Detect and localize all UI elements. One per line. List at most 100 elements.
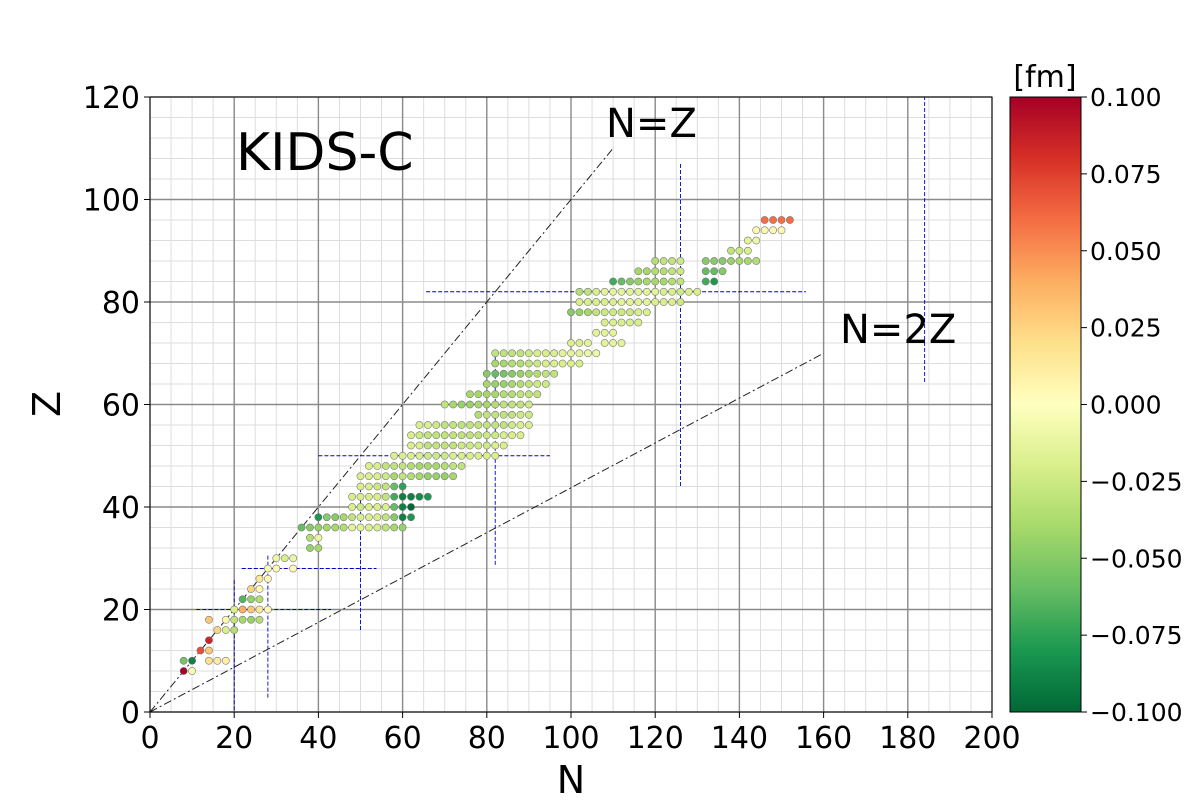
nucleus-point: [777, 216, 786, 224]
nucleus-point: [297, 523, 306, 532]
nucleus-point: [407, 451, 415, 460]
nucleus-point: [230, 605, 239, 614]
nucleus-point: [718, 267, 727, 276]
nucleus-point: [491, 390, 500, 399]
nucleus-point: [760, 226, 769, 235]
nucleus-point: [541, 369, 550, 378]
nucleus-point: [440, 462, 449, 470]
nucleus-point: [373, 482, 382, 491]
nucleus-point: [600, 318, 609, 327]
x-axis-ticks: 0 20 40 60 80 100 120 140 160 180 200: [140, 712, 1021, 756]
nucleus-point: [255, 605, 264, 614]
nucleus-point: [272, 564, 281, 573]
nucleus-point: [373, 462, 382, 470]
nucleus-point: [575, 298, 584, 306]
nucleus-point: [516, 369, 525, 378]
nucleus-point: [626, 287, 634, 296]
nucleus-point: [432, 421, 441, 429]
nucleus-point: [423, 472, 432, 481]
nucleus-point: [255, 574, 264, 583]
nucleus-point: [592, 298, 601, 306]
nucleus-point: [381, 482, 390, 491]
nucleus-point: [247, 585, 255, 593]
nucleus-point: [710, 257, 719, 265]
nucleus-point: [575, 308, 584, 317]
nucleus-point: [617, 277, 626, 286]
nucleus-point: [508, 400, 516, 409]
nucleus-point: [466, 441, 474, 450]
nucleus-point: [407, 441, 415, 450]
nucleus-point: [381, 462, 390, 470]
nucleus-point: [449, 441, 458, 450]
y-tick-label: 120: [83, 81, 140, 116]
nucleus-point: [474, 451, 483, 460]
nucleus-point: [457, 441, 466, 450]
nucleus-point: [769, 216, 777, 224]
nucleus-point: [238, 605, 247, 614]
nucleus-point: [365, 482, 373, 491]
x-tick-label: 60: [384, 721, 422, 756]
nucleus-point: [263, 605, 272, 614]
nucleus-point: [525, 410, 533, 419]
nucleus-point: [567, 339, 575, 347]
nucleus-point: [651, 298, 660, 306]
nucleus-point: [356, 472, 365, 481]
nucleus-point: [609, 277, 617, 286]
nucleus-point: [457, 400, 466, 409]
y-tick-label: 20: [102, 594, 140, 629]
nucleus-point: [634, 277, 643, 286]
nucleus-point: [499, 359, 508, 368]
nucleus-point: [449, 462, 458, 470]
nucleus-point: [701, 257, 710, 265]
nucleus-point: [482, 380, 491, 388]
colorbar-tick-label: −0.025: [1090, 467, 1183, 496]
nucleus-point: [533, 380, 542, 388]
nucleus-point: [491, 349, 500, 358]
nucleus-point: [457, 451, 466, 460]
nucleus-point: [356, 492, 365, 501]
nucleus-point: [634, 318, 643, 327]
nucleus-point: [348, 523, 356, 532]
nucleus-point: [398, 513, 407, 522]
nucleus-point: [230, 626, 239, 634]
nucleus-point: [508, 431, 516, 440]
nucleus-point: [684, 287, 693, 296]
nucleus-point: [205, 636, 213, 645]
nucleus-point: [550, 369, 559, 378]
nucleus-point: [390, 523, 399, 532]
nucleus-point: [356, 503, 365, 511]
nucleus-point: [230, 615, 239, 624]
nucleus-point: [508, 349, 516, 358]
nucleus-point: [474, 421, 483, 429]
nucleus-point: [743, 236, 752, 245]
nucleus-point: [289, 554, 298, 563]
nucleus-point: [516, 421, 525, 429]
nucleus-point: [659, 267, 668, 276]
nucleus-point: [289, 564, 298, 573]
nucleus-point: [474, 410, 483, 419]
nucleus-point: [247, 615, 255, 624]
nucleus-point: [786, 216, 794, 224]
nucleus-point: [415, 472, 424, 481]
nucleus-point: [221, 615, 230, 624]
nucleus-point: [188, 667, 196, 675]
nucleus-point: [676, 277, 685, 286]
nucleus-point: [457, 421, 466, 429]
nucleus-point: [592, 328, 601, 337]
colorbar-tick-label: 0.100: [1090, 83, 1162, 112]
nucleus-point: [449, 431, 458, 440]
nucleus-point: [423, 462, 432, 470]
nucleus-point: [474, 431, 483, 440]
nucleus-point: [482, 441, 491, 450]
reference-line-label-n2z: N=2Z: [840, 307, 956, 353]
nucleus-point: [263, 574, 272, 583]
nucleus-point: [474, 400, 483, 409]
nucleus-point: [474, 441, 483, 450]
nucleus-point: [280, 554, 289, 563]
nucleus-point: [583, 339, 592, 347]
y-tick-label: 0: [121, 696, 140, 731]
nucleus-point: [188, 656, 196, 665]
nucleus-point: [390, 492, 399, 501]
nucleus-point: [415, 431, 424, 440]
nucleus-point: [642, 287, 651, 296]
